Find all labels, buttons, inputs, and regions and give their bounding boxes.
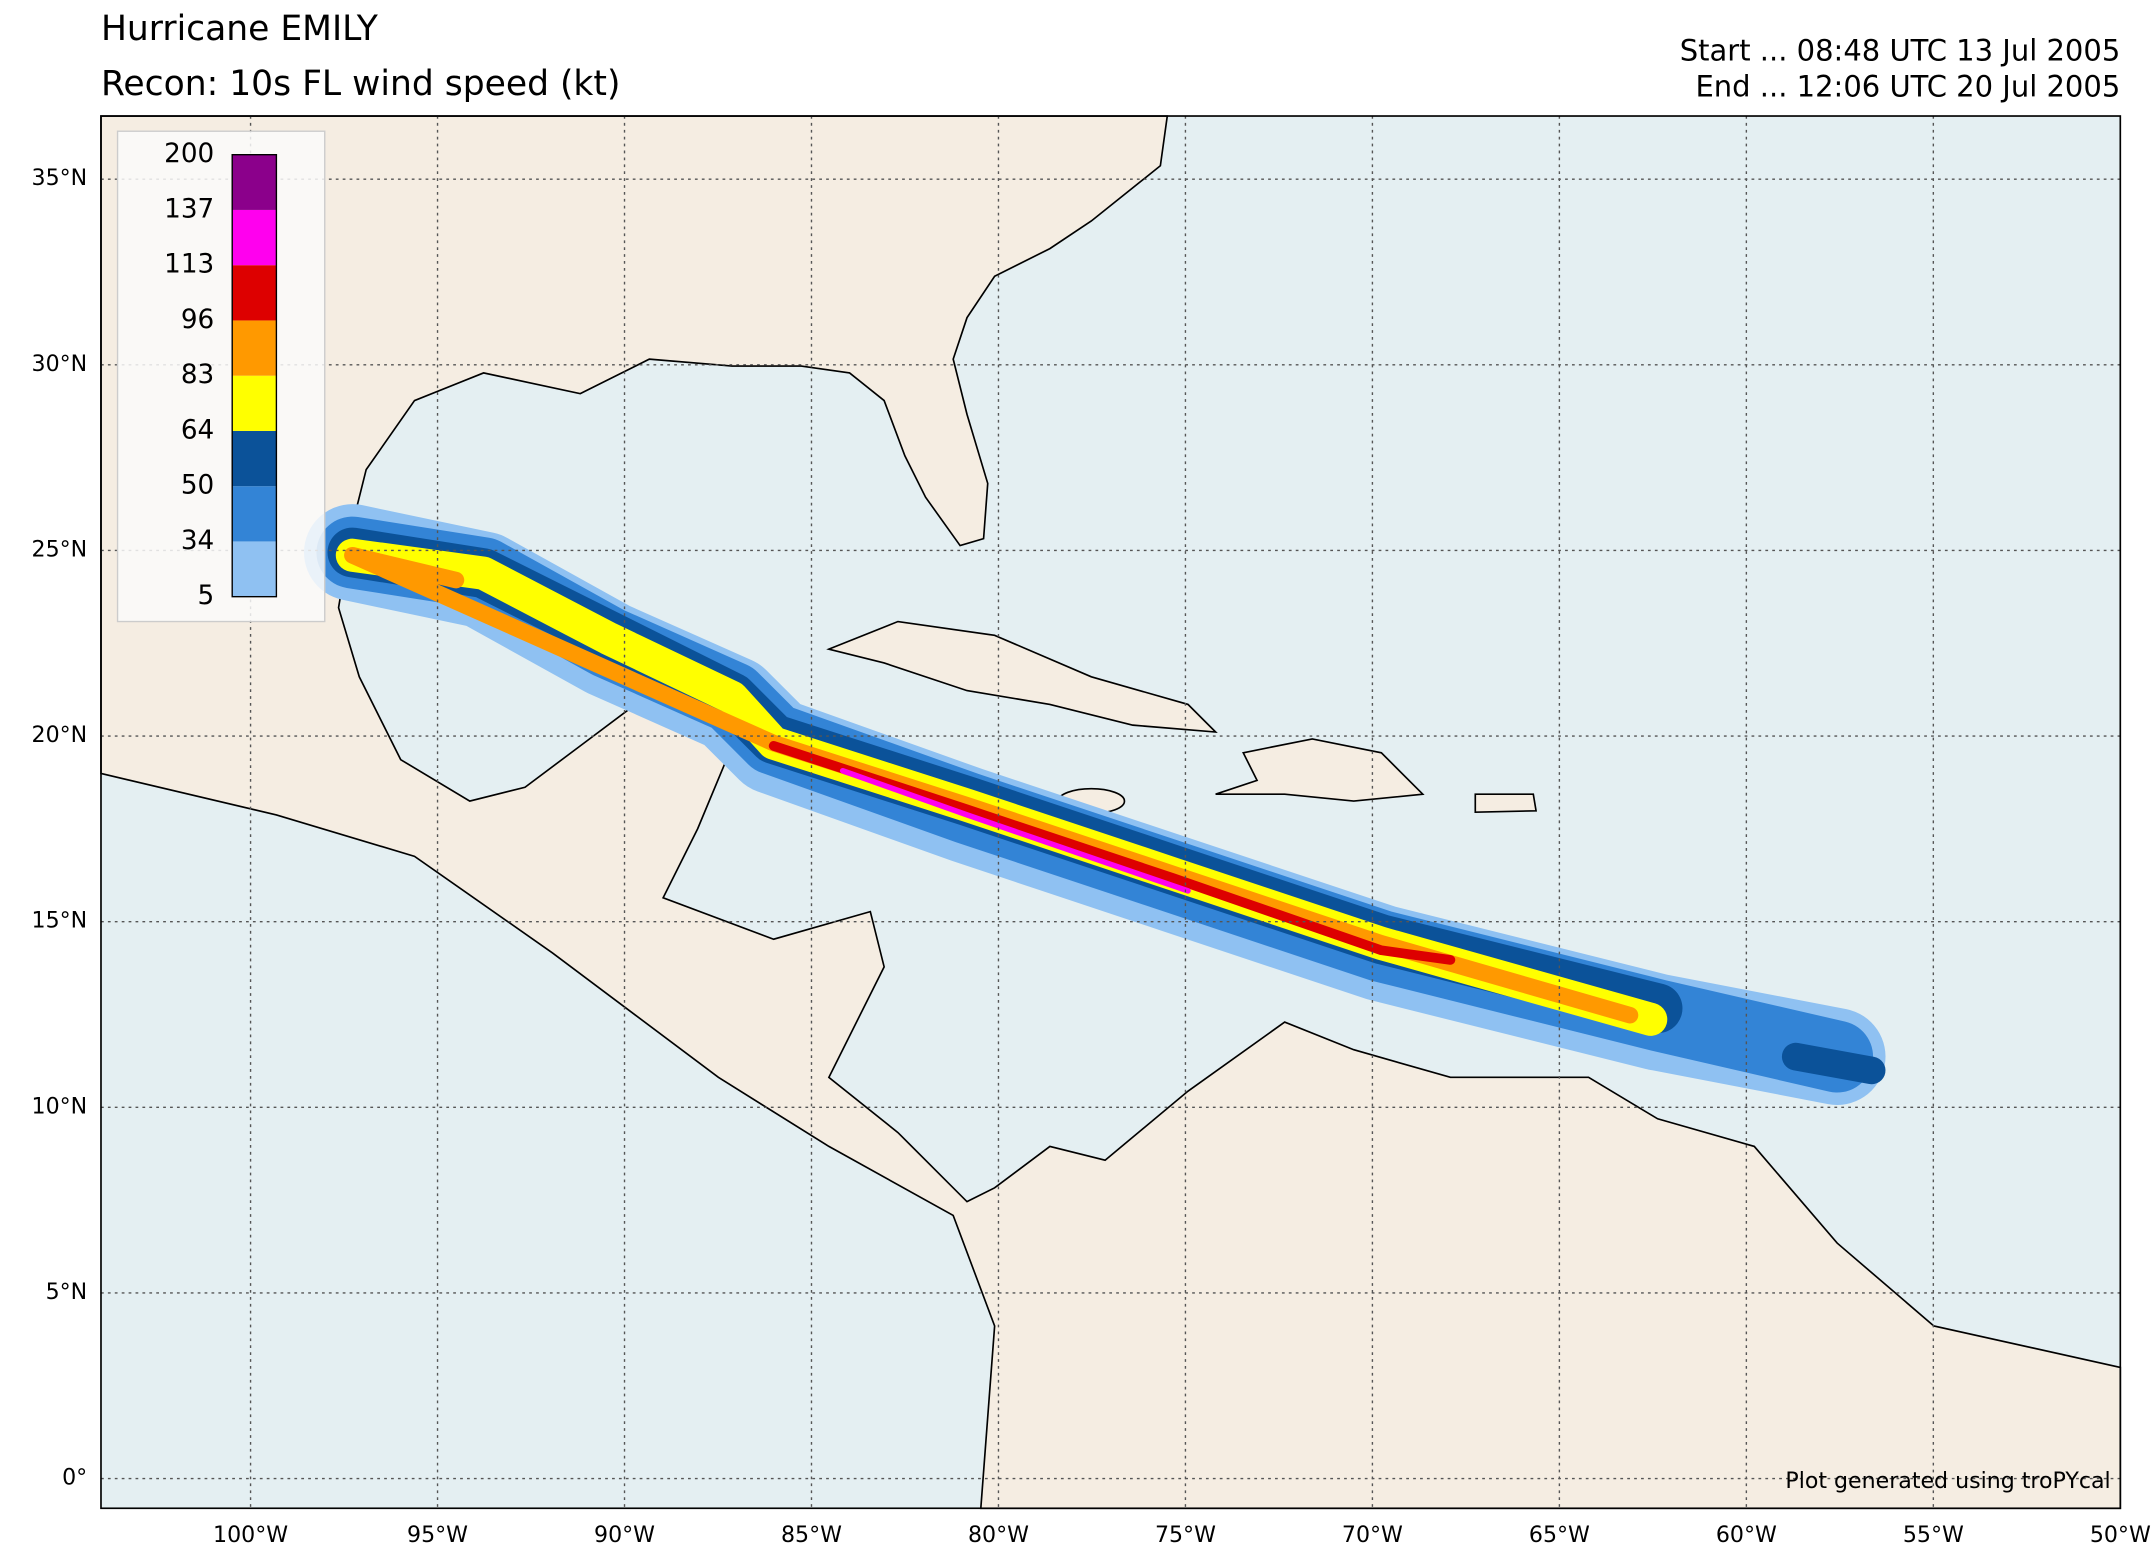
swath-137 [839,767,1191,894]
start-time: Start ... 08:48 UTC 13 Jul 2005 [1680,33,2121,67]
x-tick-label: 60°W [1716,1522,1777,1548]
hispaniola [1215,738,1425,802]
colorbar-label: 34 [181,526,214,556]
colorbar-band [232,430,277,487]
y-tick-label: 10°N [32,1093,88,1119]
colorbar-label: 83 [181,360,214,390]
colorbar-label: 50 [181,471,214,501]
colorbar-label: 64 [181,415,214,445]
swath-96 [768,741,1456,965]
colorbar-band [232,541,277,597]
y-tick-label: 25°N [32,536,88,562]
puerto-rico [1474,793,1538,813]
colorbar-label: 137 [164,194,214,224]
y-tick-label: 5°N [46,1279,88,1305]
x-tick-label: 50°W [2090,1522,2151,1548]
colorbar: 5 34 50 64 83 96 113 137 200 [164,139,278,611]
colorbar-label: 5 [198,581,215,611]
x-tick-label: 75°W [1155,1522,1216,1548]
cuba [826,620,1218,734]
x-tick-label: 55°W [1903,1522,1964,1548]
colorbar-band [232,375,277,431]
y-tick-label: 30°N [32,351,88,377]
y-tick-label: 15°N [32,908,88,934]
colorbar-label: 200 [164,139,214,169]
x-tick-label: 65°W [1529,1522,1590,1548]
y-tick-label: 20°N [32,722,88,748]
colorbar-frame [231,154,278,598]
wind-swath [304,504,1886,1105]
swath-low [1781,1042,1886,1085]
colorbar-band [232,154,277,210]
x-tick-label: 90°W [594,1522,655,1548]
colorbar-label: 113 [164,250,214,280]
x-tick-label: 100°W [213,1522,288,1548]
x-tick-label: 80°W [968,1522,1029,1548]
colorbar-band [232,486,277,542]
x-tick-label: 95°W [407,1522,468,1548]
end-time: End ... 12:06 UTC 20 Jul 2005 [1695,69,2120,103]
legend-box [116,130,326,623]
title: Hurricane EMILY [101,9,379,49]
colorbar-band [232,209,277,266]
map-frame [100,115,2122,1510]
colorbar-label: 96 [181,305,214,335]
subtitle: Recon: 10s FL wind speed (kt) [101,64,620,104]
x-tick-label: 70°W [1342,1522,1403,1548]
y-tick-label: 35°N [32,165,88,191]
credit: Plot generated using troPYcal [1785,1468,2110,1494]
colorbar-band [232,320,277,376]
y-tick-label: 0° [62,1465,87,1491]
x-tick-label: 85°W [781,1522,842,1548]
colorbar-band [232,265,277,321]
